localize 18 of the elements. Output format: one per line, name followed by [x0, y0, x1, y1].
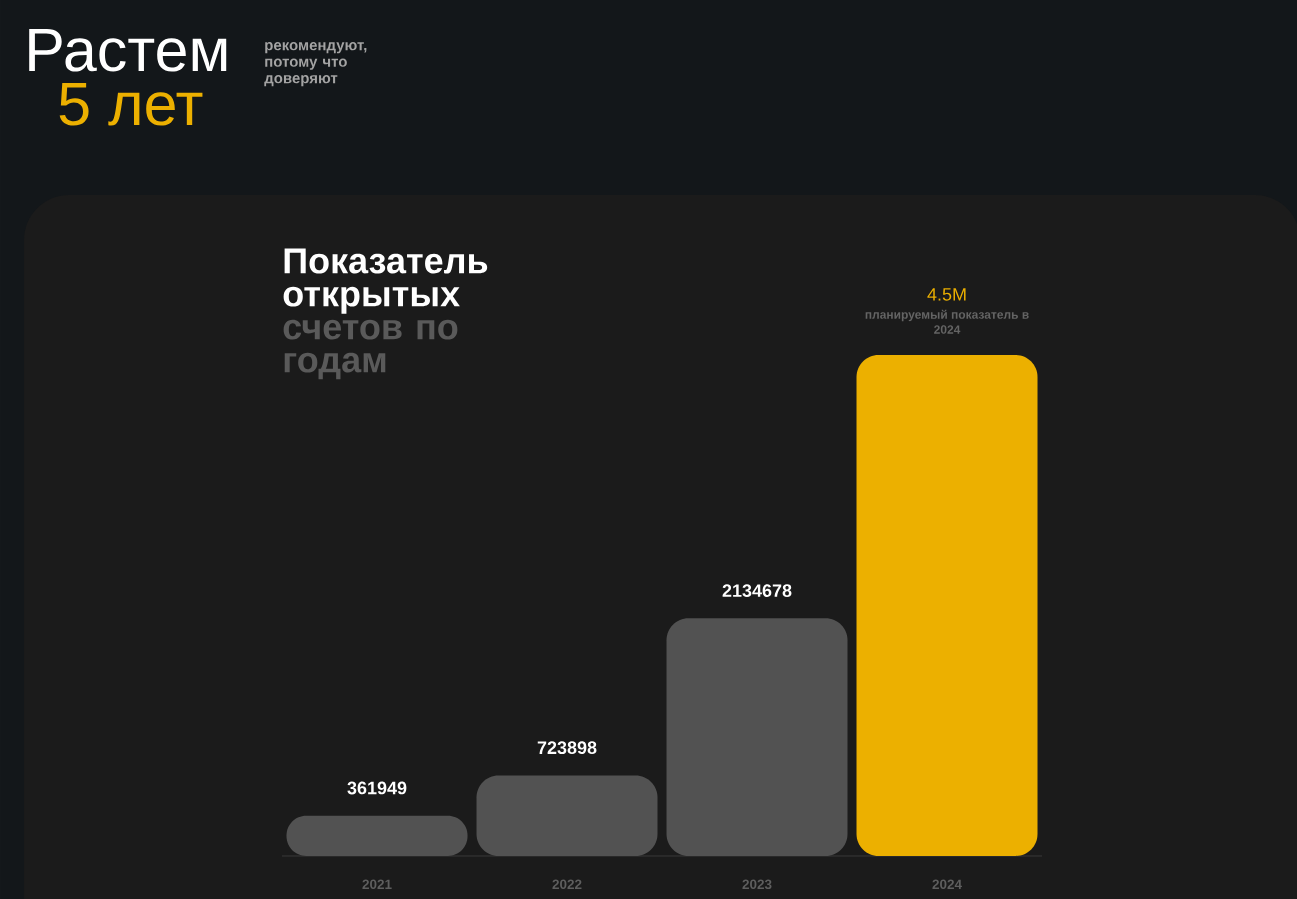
x-tick-label: 2024	[932, 879, 962, 890]
text: 5 лет	[59, 83, 203, 126]
data-label: 2134678	[722, 584, 792, 598]
bar	[476, 775, 658, 856]
data-label: 361949	[347, 781, 407, 795]
data-label: 4.5M	[927, 288, 966, 301]
x-tick-label: 2022	[552, 879, 582, 890]
bar	[286, 815, 468, 856]
chart-title: Показатель открытых	[283, 248, 488, 314]
chart-subtitle: счетов по годам	[283, 319, 458, 380]
annotation: планируемый показатель в 2024	[865, 309, 1029, 334]
x-tick-label: 2021	[362, 879, 392, 890]
text: рекомендуют, потому что доверяют	[264, 42, 367, 87]
x-tick-label: 2023	[742, 879, 772, 890]
text: Растем	[29, 29, 227, 72]
bar	[856, 354, 1038, 856]
data-label: 723898	[537, 741, 597, 755]
bar	[666, 618, 848, 856]
